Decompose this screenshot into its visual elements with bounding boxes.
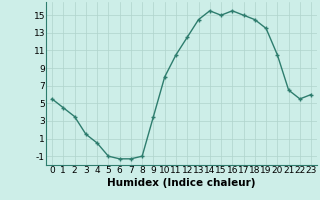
- X-axis label: Humidex (Indice chaleur): Humidex (Indice chaleur): [107, 178, 256, 188]
